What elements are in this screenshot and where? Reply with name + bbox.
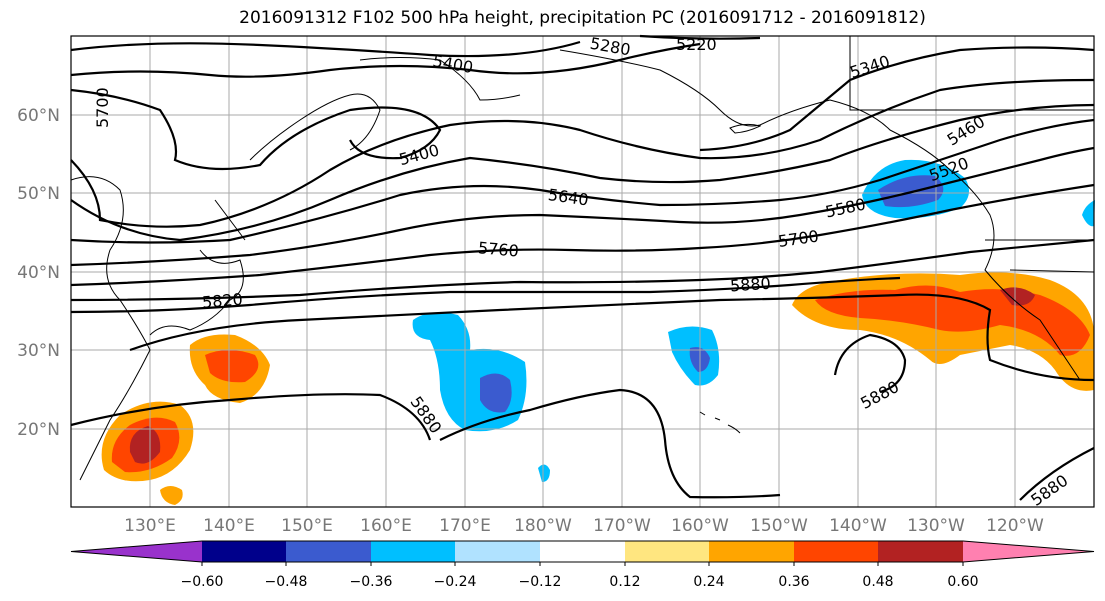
colorbar-tick-label: 0.24 [693,574,724,590]
colorbar-segment [540,541,625,562]
lon-label: 130°E [124,516,176,536]
colorbar-ticks: −0.60 −0.48 −0.36 −0.24 −0.12 0.12 0.24 … [181,574,979,590]
lat-label: 20°N [17,420,60,440]
contour-label: 5760 [477,238,519,260]
colorbar-segment [286,541,371,562]
contour-label: 5820 [201,289,243,311]
map-border [70,35,1095,508]
lat-label: 30°N [17,341,60,361]
colorbar-segment [878,541,963,562]
colorbar-tick-label: −0.36 [350,574,393,590]
colorbar-segment [371,541,455,562]
lat-label: 60°N [17,106,60,126]
contour-label: 5880 [729,274,771,296]
colorbar-tick-label: −0.24 [434,574,477,590]
lat-labels: 60°N 50°N 40°N 30°N 20°N [17,106,60,440]
colorbar-segment [202,541,286,562]
lon-labels: 130°E 140°E 150°E 160°E 170°E 180°W 170°… [124,516,1044,536]
contour-label: 5220 [676,35,717,54]
lon-label: 140°W [829,516,887,536]
colorbar-extend-max [963,541,1094,562]
colorbar-extend-min [71,541,202,562]
lon-label: 130°W [907,516,965,536]
lon-label: 150°W [750,516,808,536]
contour-label: 5700 [93,87,112,128]
colorbar-segment [794,541,878,562]
colorbar-segment [709,541,794,562]
lon-label: 150°E [281,516,333,536]
lon-label: 170°W [593,516,651,536]
colorbar-tick-label: −0.48 [265,574,308,590]
lon-label: 120°W [986,516,1044,536]
colorbar-tick-label: 0.48 [862,574,893,590]
lon-label: 140°E [203,516,255,536]
colorbar [70,540,1095,566]
colorbar-tick-label: 0.12 [609,574,640,590]
colorbar-segment [455,541,540,562]
lon-label: 170°E [439,516,491,536]
colorbar-segment [625,541,709,562]
lon-label: 160°W [671,516,729,536]
lat-label: 40°N [17,263,60,283]
colorbar-tick-label: −0.60 [181,574,224,590]
lon-label: 160°E [360,516,412,536]
lon-label: 180°W [514,516,572,536]
colorbar-tick-label: 0.36 [778,574,809,590]
precip-shading [101,159,1095,505]
colorbar-tick-label: −0.12 [519,574,562,590]
height-contours [70,34,1095,501]
colorbar-tick-label: 0.60 [947,574,978,590]
lat-label: 50°N [17,184,60,204]
graticule [71,36,1094,507]
map-title: 2016091312 F102 500 hPa height, precipit… [239,8,926,28]
